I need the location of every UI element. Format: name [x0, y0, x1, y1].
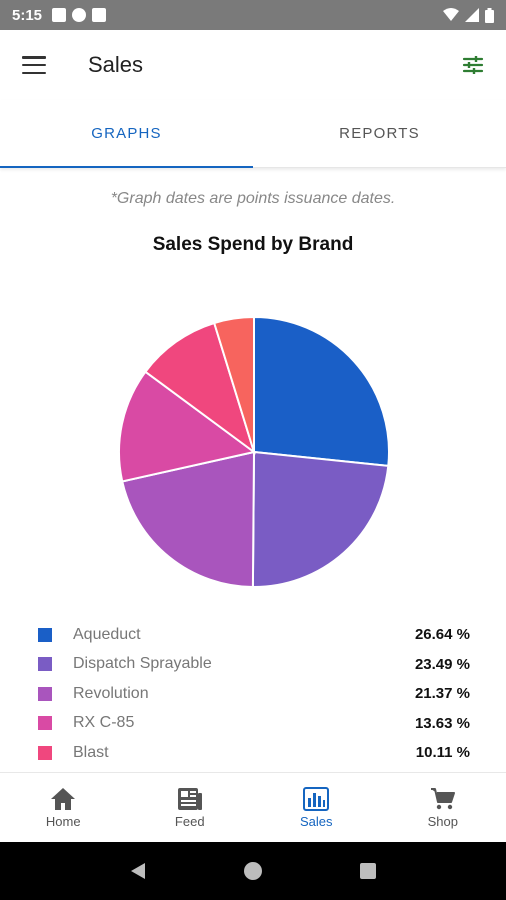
nav-feed[interactable]: Feed [127, 773, 254, 842]
legend-item-blast: Blast 10.11 % [0, 738, 506, 768]
legend-swatch [38, 716, 52, 731]
recents-icon[interactable] [358, 861, 378, 881]
home-icon [51, 787, 76, 810]
legend-item-revolution: Revolution 21.37 % [0, 679, 506, 709]
legend-swatch [38, 686, 52, 701]
tab-bar: GRAPHS REPORTS [0, 100, 506, 168]
system-navigation-bar [0, 842, 506, 900]
wifi-icon [443, 8, 459, 21]
status-bar: 5:15 [0, 0, 506, 30]
legend-item-dispatch-sprayable: Dispatch Sprayable 23.49 % [0, 650, 506, 680]
page-title: Sales [88, 52, 144, 77]
legend-value: 21.37 % [414, 685, 470, 703]
nav-sales-label: Sales [299, 813, 333, 829]
legend-value: 26.64 % [414, 626, 470, 644]
pie-slice-rx-c-85 [118, 370, 257, 483]
legend-swatch [38, 627, 52, 642]
graph-dates-note: *Graph dates are points issuance dates. [110, 190, 396, 207]
notification-a-icon [52, 8, 67, 22]
battery-icon [485, 7, 494, 23]
nav-sales[interactable]: Sales [253, 773, 380, 842]
legend-item-aqueduct: Aqueduct 26.64 % [0, 620, 506, 650]
signal-icon [465, 8, 479, 22]
pie-chart [118, 315, 390, 589]
nav-shop[interactable]: Shop [380, 773, 506, 842]
home-circle-icon[interactable] [243, 861, 263, 881]
filter-settings-icon[interactable] [462, 55, 484, 75]
legend-value: 13.63 % [414, 714, 470, 732]
notification-icons [52, 8, 107, 22]
notification-card-icon [92, 8, 107, 22]
pie-slice-dispatch-sprayable [251, 450, 390, 588]
bottom-navigation: Home Feed Sales Shop [0, 772, 506, 842]
legend-swatch [38, 745, 52, 760]
legend-swatch [38, 657, 52, 672]
status-time: 5:15 [12, 6, 43, 24]
legend-label: RX C-85 [73, 714, 135, 732]
legend-value: 23.49 % [414, 655, 470, 673]
chart-title: Sales Spend by Brand [152, 234, 354, 255]
cart-icon [430, 787, 455, 809]
legend-value: 10.11 % [415, 744, 470, 762]
tab-graphs[interactable]: GRAPHS [0, 100, 253, 168]
legend-item-rx-c-85: RX C-85 13.63 % [0, 709, 506, 739]
pie-slice-aqueduct [253, 315, 390, 467]
back-icon[interactable] [128, 861, 148, 881]
pie-slice-revolution [121, 450, 256, 589]
legend-label: Revolution [73, 684, 149, 702]
legend-label: Blast [73, 743, 109, 761]
bar-chart-icon [303, 786, 330, 811]
feed-icon [177, 787, 202, 810]
pie-slice-blast [144, 321, 256, 455]
nav-shop-label: Shop [427, 813, 458, 829]
notification-p-icon [72, 8, 87, 22]
legend-label: Dispatch Sprayable [73, 655, 212, 673]
pie-slice-other-5 [212, 315, 255, 453]
nav-feed-label: Feed [174, 813, 205, 829]
app-bar: Sales [0, 30, 506, 100]
nav-home-label: Home [45, 813, 81, 829]
chart-legend: Aqueduct 26.64 % Dispatch Sprayable 23.4… [0, 620, 506, 768]
legend-label: Aqueduct [73, 625, 141, 643]
nav-home[interactable]: Home [0, 773, 127, 842]
tab-reports[interactable]: REPORTS [339, 125, 420, 142]
system-icons [443, 7, 494, 23]
menu-icon[interactable] [22, 56, 46, 74]
